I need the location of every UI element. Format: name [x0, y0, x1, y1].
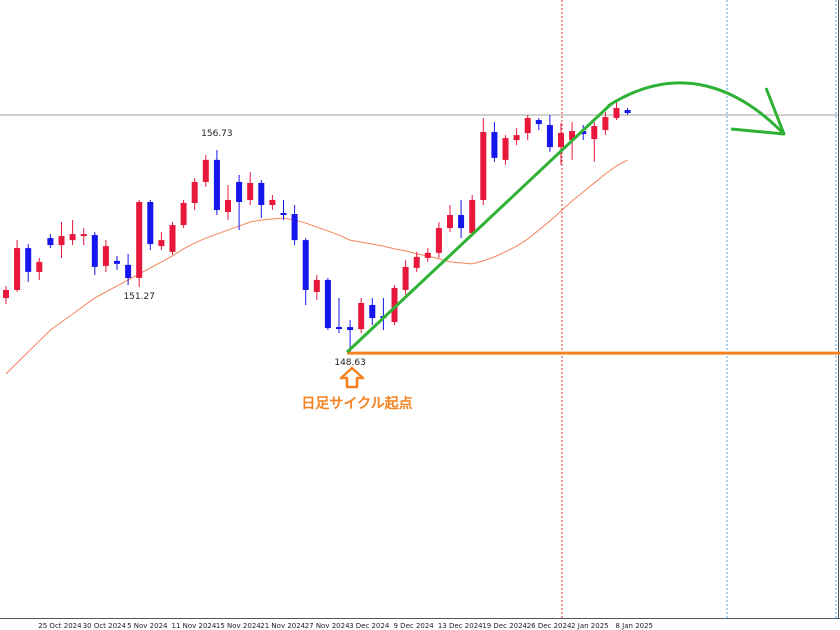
- candle-body: [202, 159, 209, 182]
- candle-body: [102, 246, 109, 266]
- candle-body: [269, 199, 276, 205]
- candle-body: [136, 201, 143, 278]
- candle-body: [36, 261, 43, 272]
- candle-body: [69, 234, 76, 241]
- x-tick-label: 8 Jan 2025: [616, 622, 654, 630]
- forecast-curve: [607, 81, 784, 134]
- candle-body: [3, 289, 9, 298]
- candle-body: [169, 225, 176, 252]
- candle-body: [302, 240, 309, 290]
- x-tick-label: 5 Nov 2024: [127, 622, 168, 630]
- candle-body: [613, 108, 620, 119]
- candle-body: [313, 279, 320, 292]
- candle-body: [336, 327, 342, 330]
- candle-body: [569, 131, 576, 141]
- candle-body: [602, 117, 609, 131]
- candle-body: [535, 120, 542, 125]
- candle-body: [502, 138, 509, 160]
- candle-body: [158, 240, 165, 247]
- x-tick-label: 13 Dec 2024: [438, 622, 483, 630]
- start-arrow: [339, 366, 365, 389]
- x-tick-label: 30 Oct 2024: [83, 622, 127, 630]
- candle-body: [491, 132, 498, 158]
- candle-body: [391, 287, 398, 323]
- x-tick-label: 25 Oct 2024: [38, 622, 82, 630]
- swing-high-label: 156.73: [201, 129, 233, 139]
- candle-body: [47, 238, 54, 246]
- swing-low-label: 148.63: [334, 358, 366, 368]
- candle-body: [25, 248, 32, 272]
- candle-body: [125, 264, 132, 278]
- candle-body: [225, 199, 231, 213]
- candle-body: [591, 126, 598, 140]
- candle-body: [347, 327, 354, 331]
- annotation: 日足サイクル起点: [301, 395, 412, 412]
- candle-body: [413, 256, 420, 268]
- trend-line: [346, 103, 612, 354]
- candle-body: [480, 132, 487, 200]
- x-tick-label: 21 Nov 2024: [260, 622, 305, 630]
- candle-body: [247, 182, 254, 200]
- candle-body: [280, 213, 287, 216]
- x-tick-label: 19 Dec 2024: [482, 622, 527, 630]
- candle-body: [324, 279, 331, 329]
- x-tick-label: 9 Dec 2024: [394, 622, 435, 630]
- candle-body: [180, 202, 187, 226]
- candle-body: [258, 182, 265, 205]
- forecast-arrowhead: [730, 87, 786, 136]
- candle-body: [424, 252, 431, 258]
- candle-body: [147, 201, 154, 245]
- candle-body: [458, 215, 465, 229]
- candle-body: [435, 228, 442, 253]
- x-tick-label: 15 Nov 2024: [216, 622, 261, 630]
- candle-body: [14, 248, 21, 290]
- candle-body: [236, 181, 243, 202]
- candle-body: [191, 181, 198, 203]
- candle-body: [580, 131, 587, 135]
- candle-body: [91, 235, 98, 267]
- candle-body: [369, 304, 376, 319]
- candle-body: [624, 110, 631, 114]
- candle-body: [291, 214, 298, 241]
- x-tick-label: 27 Nov 2024: [305, 622, 350, 630]
- candle-body: [558, 133, 564, 148]
- candle-body: [524, 118, 531, 134]
- candle-body: [447, 215, 453, 229]
- candle-body: [114, 260, 120, 264]
- candle-body: [80, 234, 87, 237]
- swing-low-label: 151.27: [123, 292, 155, 302]
- x-tick-label: 26 Dec 2024: [527, 622, 572, 630]
- candle-body: [213, 159, 220, 211]
- candle-body: [513, 135, 520, 141]
- x-tick-label: 2 Jan 2025: [571, 622, 609, 630]
- candle-body: [358, 302, 365, 330]
- moving-average: [5, 159, 628, 375]
- x-tick-label: 11 Nov 2024: [172, 622, 217, 630]
- candle-body: [546, 125, 553, 148]
- candle-body: [469, 199, 476, 234]
- x-tick-label: 3 Dec 2024: [349, 622, 390, 630]
- candle-body: [402, 266, 409, 290]
- candle-body: [58, 236, 65, 246]
- plot-area: 25 Oct 2024 30 Oct 2024 5 Nov 2024 11 Nov 2…: [3, 101, 654, 630]
